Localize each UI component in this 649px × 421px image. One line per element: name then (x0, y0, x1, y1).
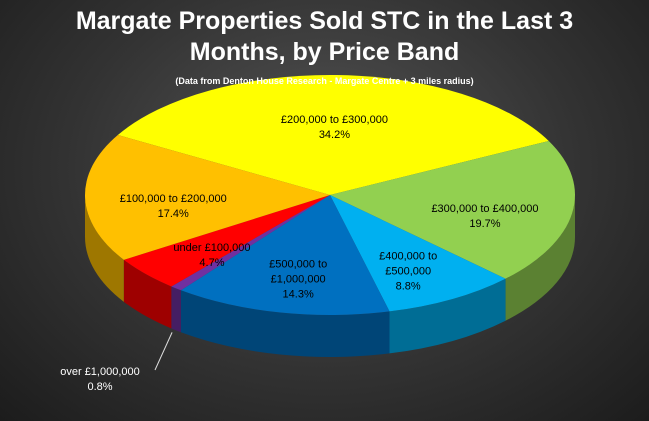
slice-label: over £1,000,000 0.8% (50, 365, 150, 395)
slice-label: £400,000 to £500,000 8.8% (364, 249, 452, 294)
slice-side (85, 195, 124, 302)
slice-label: £200,000 to £300,000 34.2% (264, 113, 404, 143)
slice (84, 135, 330, 260)
slice-category: under £100,000 (173, 241, 251, 254)
slice-side (180, 290, 390, 358)
slice-category: £100,000 to £200,000 (119, 192, 227, 205)
slice (123, 195, 330, 287)
slice-label: under £100,000 4.7% (168, 241, 256, 271)
slice-side (123, 259, 172, 329)
slice (171, 195, 330, 291)
leader-line (154, 332, 173, 371)
chart-title: Margate Properties Sold STC in the Last … (75, 7, 574, 66)
slice (117, 74, 549, 195)
slice-category: £300,000 to £400,000 (431, 202, 539, 215)
slice-label: £100,000 to £200,000 17.4% (103, 192, 243, 222)
slice-side (389, 278, 506, 354)
slice (180, 195, 390, 316)
slice-value: 0.8% (87, 381, 113, 393)
slice (330, 140, 575, 279)
slice-label: £300,000 to £400,000 19.7% (415, 202, 555, 232)
slice-value: 34.2% (318, 129, 351, 142)
slice-value: 8.8% (395, 280, 421, 293)
slice-value: 19.7% (469, 217, 501, 230)
slice (330, 195, 506, 312)
slice-side (505, 195, 575, 321)
slice-category: £200,000 to £300,000 (280, 114, 388, 127)
slice-label: £500,000 to £1,000,000 14.3% (254, 258, 342, 303)
slice-category: £500,000 to £1,000,000 (269, 258, 328, 286)
chart-subtitle: (Data from Denton House Research - Marga… (175, 76, 474, 86)
slice-category: over £1,000,000 (60, 366, 140, 378)
slice-value: 17.4% (157, 207, 189, 220)
slice-category: £400,000 to £500,000 (379, 250, 438, 278)
slice-value: 14.3% (282, 288, 314, 301)
slice-side (171, 286, 181, 333)
slice-value: 4.7% (199, 256, 225, 269)
